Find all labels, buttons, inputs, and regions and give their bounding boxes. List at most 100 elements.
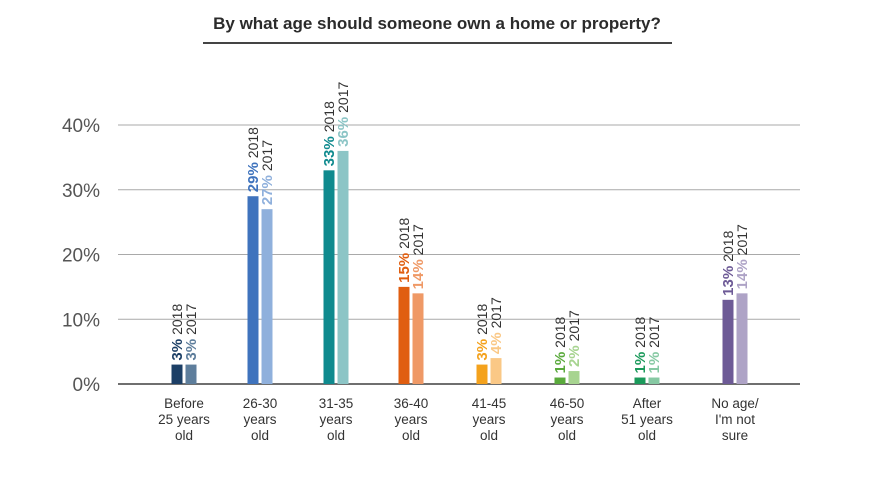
value-label-year: 2018 xyxy=(474,304,490,335)
value-label-2018-2: 33% 2018 xyxy=(321,101,338,166)
value-label-percent: 15% xyxy=(396,253,413,283)
value-label-percent: 36% xyxy=(335,117,352,147)
y-tick-label: 20% xyxy=(62,246,100,267)
bar-2018-7 xyxy=(722,299,734,384)
value-label-2017-3: 14% 2017 xyxy=(410,224,427,289)
value-label-percent: 3% xyxy=(474,339,491,361)
value-label-percent: 29% xyxy=(245,162,262,192)
category-label: old xyxy=(558,428,576,443)
value-label-year: 2017 xyxy=(734,224,750,255)
value-label-2017-4: 4% 2017 xyxy=(488,297,505,354)
category-label: No age/ xyxy=(711,396,759,411)
y-tick-label: 30% xyxy=(62,181,100,202)
value-label-year: 2018 xyxy=(321,101,337,132)
category-label: Before xyxy=(164,396,204,411)
value-label-2017-7: 14% 2017 xyxy=(734,224,751,289)
value-label-year: 2018 xyxy=(720,230,736,261)
value-label-percent: 3% xyxy=(183,339,200,361)
category-label: 26-30 xyxy=(243,396,278,411)
category-label: old xyxy=(638,428,656,443)
category-label: old xyxy=(327,428,345,443)
category-label: years xyxy=(550,412,583,427)
y-tick-label: 40% xyxy=(62,116,100,137)
category-label: 36-40 xyxy=(394,396,429,411)
category-label: old xyxy=(402,428,420,443)
category-label: years xyxy=(243,412,276,427)
value-label-2018-7: 13% 2018 xyxy=(720,230,737,295)
bar-2017-3 xyxy=(412,293,424,384)
value-label-percent: 3% xyxy=(169,339,186,361)
bar-2018-6 xyxy=(634,377,646,384)
value-label-percent: 14% xyxy=(410,259,427,289)
value-label-2017-2: 36% 2017 xyxy=(335,82,352,147)
category-label: 41-45 xyxy=(472,396,507,411)
value-label-percent: 1% xyxy=(646,352,663,374)
category-label: old xyxy=(251,428,269,443)
category-label: sure xyxy=(722,428,748,443)
category-label: 46-50 xyxy=(550,396,585,411)
value-label-year: 2018 xyxy=(552,316,568,347)
bar-2018-4 xyxy=(476,364,488,384)
value-label-percent: 27% xyxy=(259,175,276,205)
bar-2018-2 xyxy=(323,170,335,384)
bar-2017-5 xyxy=(568,371,580,384)
value-label-2017-5: 2% 2017 xyxy=(566,310,583,367)
category-label: years xyxy=(472,412,505,427)
bar-2017-7 xyxy=(736,293,748,384)
value-label-year: 2018 xyxy=(396,217,412,248)
category-label: years xyxy=(319,412,352,427)
value-label-2018-4: 3% 2018 xyxy=(474,304,491,361)
bar-2018-5 xyxy=(554,377,566,384)
value-label-2017-6: 1% 2017 xyxy=(646,316,663,373)
value-label-year: 2017 xyxy=(410,224,426,255)
bar-2017-0 xyxy=(185,364,197,384)
bars xyxy=(171,150,748,384)
value-label-2018-1: 29% 2018 xyxy=(245,127,262,192)
value-label-percent: 1% xyxy=(552,352,569,374)
bar-2018-0 xyxy=(171,364,183,384)
value-label-percent: 14% xyxy=(734,259,751,289)
bar-2017-6 xyxy=(648,377,660,384)
category-label: old xyxy=(175,428,193,443)
value-label-2018-3: 15% 2018 xyxy=(396,217,413,282)
value-label-year: 2017 xyxy=(259,140,275,171)
category-label: years xyxy=(394,412,427,427)
value-label-year: 2017 xyxy=(183,304,199,335)
value-label-year: 2017 xyxy=(488,297,504,328)
y-axis-tick-labels: 0% 10% 20% 30% 40% xyxy=(62,116,100,396)
y-tick-label: 10% xyxy=(62,310,100,331)
value-label-2017-0: 3% 2017 xyxy=(183,304,200,361)
value-label-2018-6: 1% 2018 xyxy=(632,316,649,373)
category-label: I'm not xyxy=(715,412,755,427)
bar-2018-3 xyxy=(398,286,410,384)
value-label-year: 2018 xyxy=(169,304,185,335)
value-label-2017-1: 27% 2017 xyxy=(259,140,276,205)
category-label: After xyxy=(633,396,662,411)
chart-title: By what age should someone own a home or… xyxy=(213,14,661,33)
category-label: old xyxy=(480,428,498,443)
value-label-year: 2018 xyxy=(632,316,648,347)
value-label-percent: 13% xyxy=(720,266,737,296)
value-label-2018-5: 1% 2018 xyxy=(552,316,569,373)
value-label-year: 2018 xyxy=(245,127,261,158)
value-label-year: 2017 xyxy=(335,82,351,113)
value-label-year: 2017 xyxy=(566,310,582,341)
value-label-percent: 4% xyxy=(488,332,505,354)
bar-2017-2 xyxy=(337,150,349,384)
value-label-percent: 2% xyxy=(566,345,583,367)
value-label-year: 2017 xyxy=(646,316,662,347)
category-label: 25 years xyxy=(158,412,210,427)
category-label: 31-35 xyxy=(319,396,354,411)
bar-2017-4 xyxy=(490,358,502,384)
value-label-percent: 1% xyxy=(632,352,649,374)
value-label-2018-0: 3% 2018 xyxy=(169,304,186,361)
category-label: 51 years xyxy=(621,412,673,427)
bar-2018-1 xyxy=(247,196,259,384)
bar-2017-1 xyxy=(261,209,273,384)
value-label-percent: 33% xyxy=(321,136,338,166)
y-tick-label: 0% xyxy=(73,375,101,396)
grid-lines xyxy=(118,124,800,385)
